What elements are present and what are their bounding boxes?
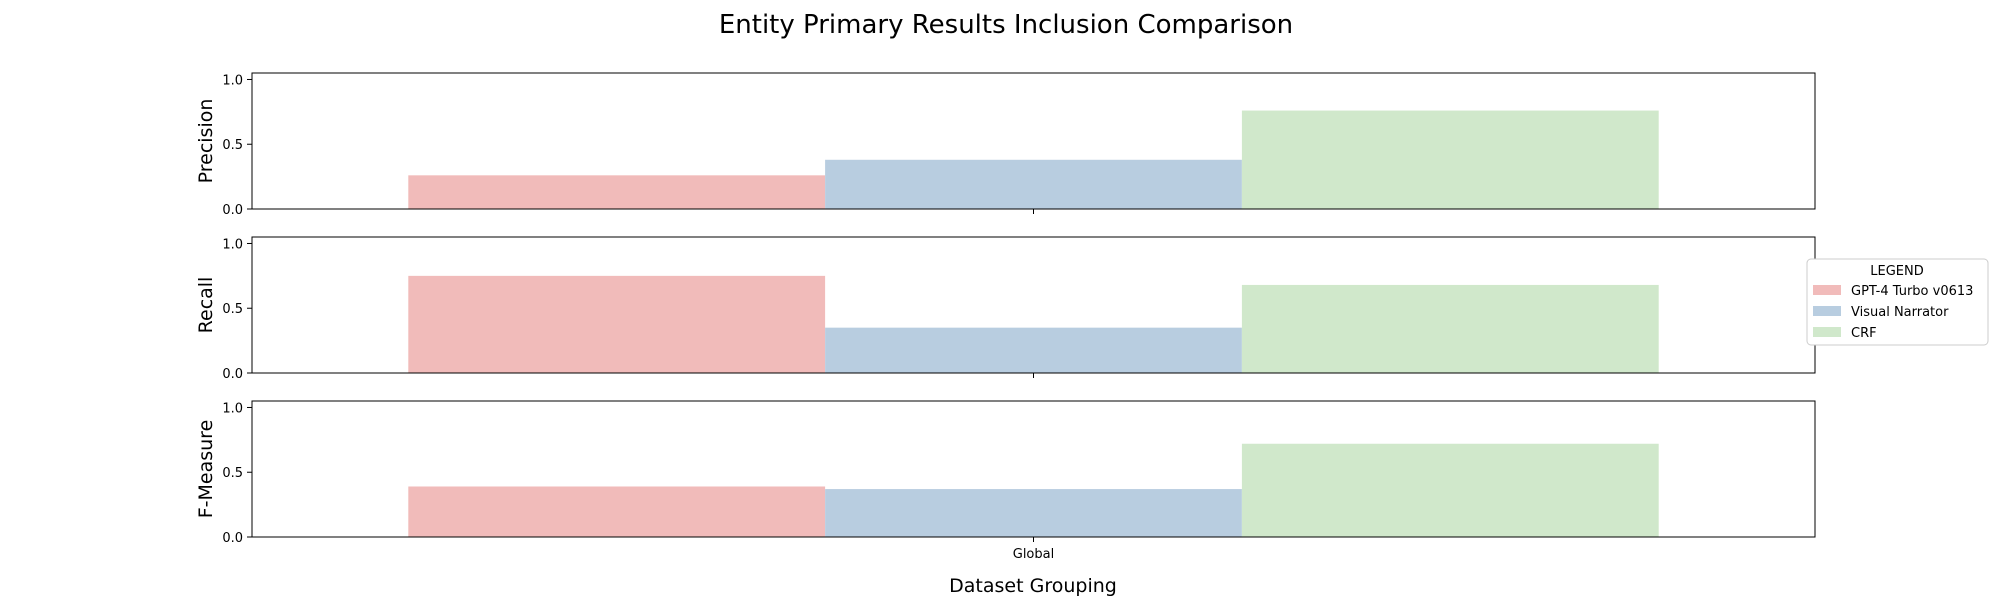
legend-box [1806, 258, 1989, 346]
bar-recall-gpt-4-turbo-v0613 [408, 275, 826, 373]
y-axis-label-precision: Precision [195, 99, 217, 184]
y-tick-label: 0.0 [222, 203, 243, 218]
x-tick-label: Global [1013, 547, 1054, 562]
x-axis-label: Dataset Grouping [949, 575, 1117, 597]
y-tick-label: 1.0 [222, 237, 243, 252]
subplot-f-measure: 0.0 0.5 1.0 Global F-Measure [195, 400, 1816, 562]
y-tick-label: 0.0 [222, 531, 243, 546]
bar-recall-crf [1241, 284, 1659, 373]
legend-swatch-gpt-4-turbo-v0613 [1813, 285, 1841, 295]
legend-label-gpt-4-turbo-v0613: GPT-4 Turbo v0613 [1851, 284, 1973, 299]
legend-swatch-crf [1813, 327, 1841, 337]
chart-title: Entity Primary Results Inclusion Compari… [719, 10, 1293, 40]
bar-precision-crf [1241, 110, 1659, 209]
subplots: 0.0 0.5 1.0 Precision 0.0 0.5 1.0 Recall 0.0 0.5 1… [195, 72, 1816, 562]
y-tick-label: 0.5 [222, 138, 243, 153]
y-tick-label: 0.5 [222, 466, 243, 481]
legend-title: LEGEND [1870, 264, 1923, 279]
bar-f-measure-gpt-4-turbo-v0613 [408, 486, 826, 537]
y-axis-label-recall: Recall [195, 277, 217, 334]
bar-recall-visual-narrator [825, 327, 1242, 373]
y-tick-label: 0.5 [222, 302, 243, 317]
legend-label-crf: CRF [1851, 326, 1877, 341]
bar-precision-gpt-4-turbo-v0613 [408, 175, 826, 209]
y-tick-label: 0.0 [222, 367, 243, 382]
bar-precision-visual-narrator [825, 159, 1242, 209]
y-tick-label: 1.0 [222, 401, 243, 416]
y-tick-label: 1.0 [222, 73, 243, 88]
bar-f-measure-crf [1241, 443, 1659, 537]
bar-f-measure-visual-narrator [825, 489, 1242, 537]
subplot-precision: 0.0 0.5 1.0 Precision [195, 72, 1816, 218]
legend-swatch-visual-narrator [1813, 306, 1841, 316]
y-axis-label-f-measure: F-Measure [195, 420, 217, 519]
subplot-recall: 0.0 0.5 1.0 Recall [195, 236, 1816, 382]
legend-label-visual-narrator: Visual Narrator [1851, 305, 1949, 320]
legend: LEGEND GPT-4 Turbo v0613 Visual Narrator CR… [1806, 258, 1989, 346]
